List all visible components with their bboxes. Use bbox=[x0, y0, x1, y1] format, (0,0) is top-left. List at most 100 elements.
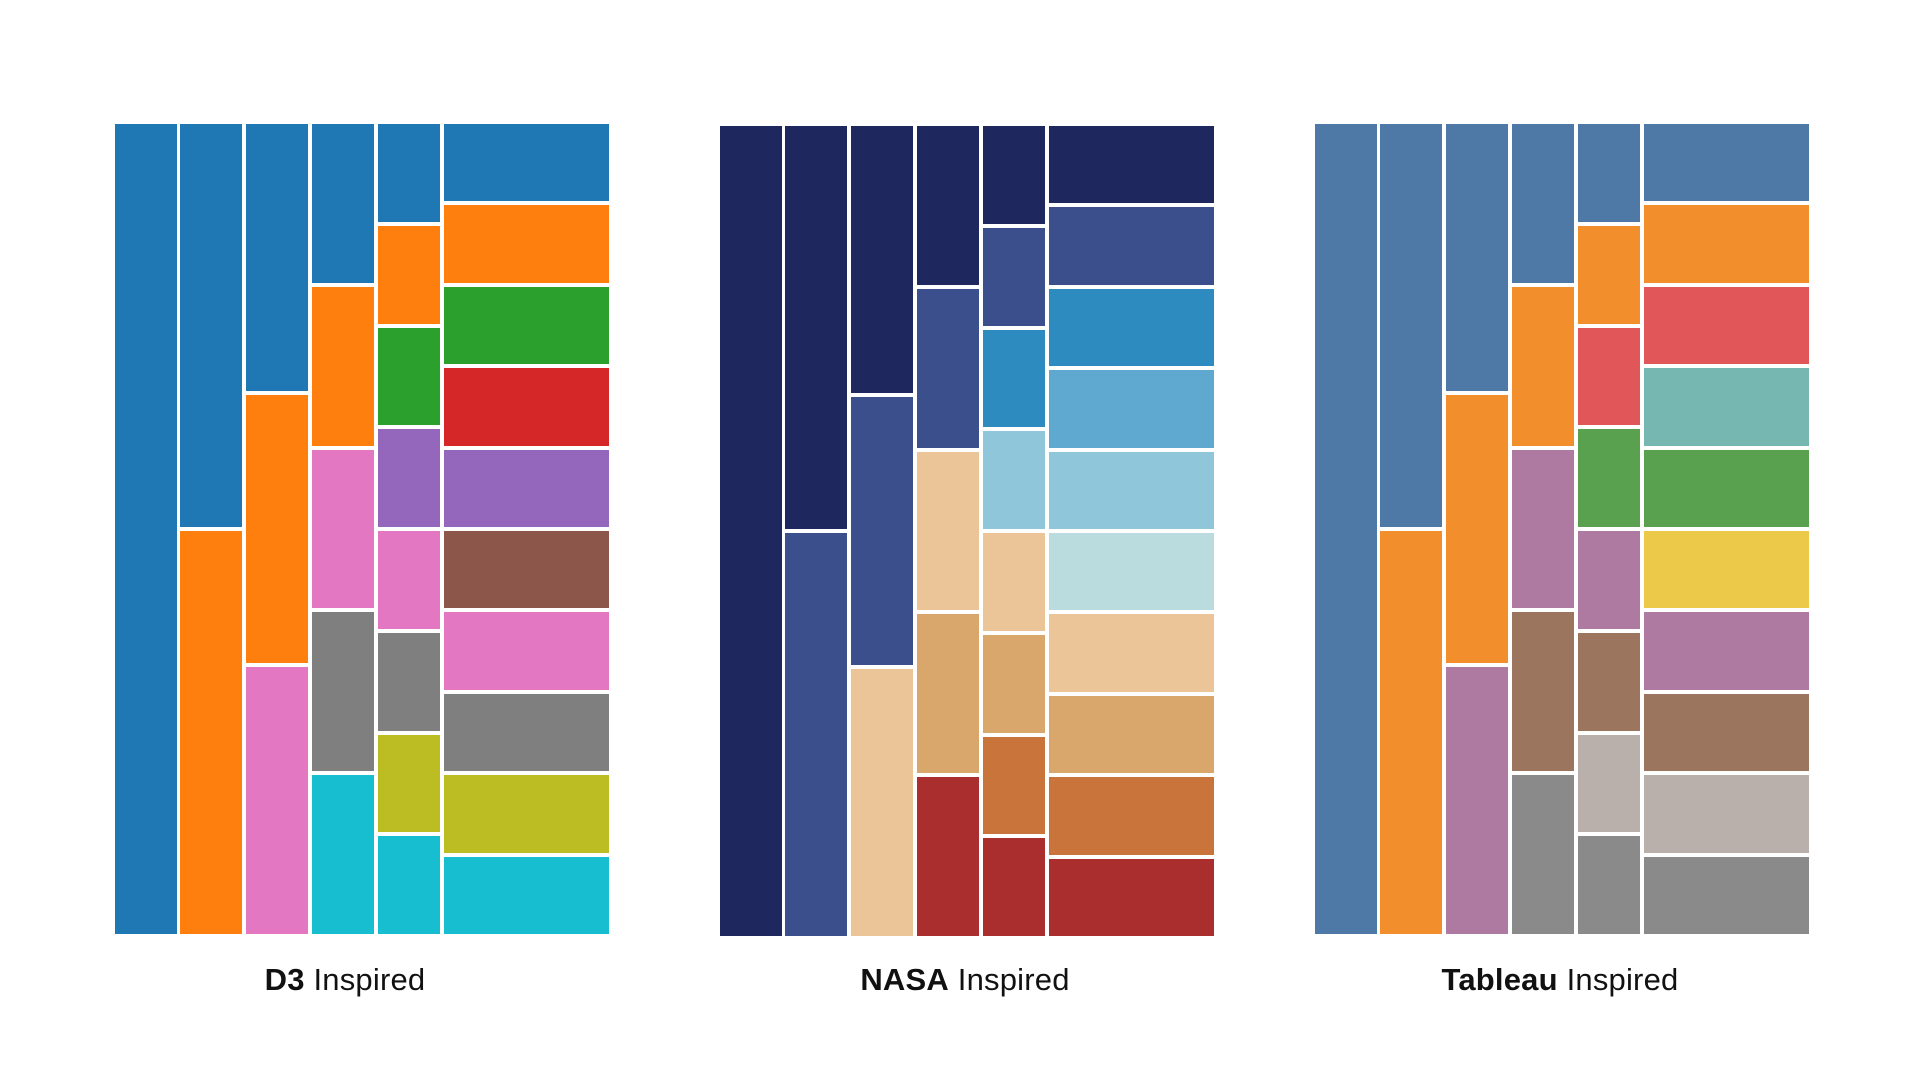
d3-swatch-col6-row3 bbox=[444, 286, 609, 365]
tableau-swatch-col6-row7 bbox=[1644, 612, 1809, 690]
nasa-swatch-col6-row7 bbox=[1049, 614, 1214, 692]
tableau-swatch-col6-row5 bbox=[1644, 449, 1809, 527]
d3-swatch-col2-row1 bbox=[180, 124, 242, 527]
d3-caption-bold: D3 bbox=[264, 962, 305, 997]
nasa-swatch-col4-row4 bbox=[917, 614, 979, 774]
d3-swatch-col6-row8 bbox=[444, 693, 609, 772]
tableau-swatch-col5-row7 bbox=[1578, 734, 1640, 833]
tableau-palette-grid bbox=[1315, 124, 1809, 934]
d3-caption-rest: Inspired bbox=[304, 962, 426, 997]
d3-swatch-col6-row6 bbox=[444, 531, 609, 609]
tableau-swatch-col6-row4 bbox=[1644, 368, 1809, 446]
nasa-swatch-col5-row8 bbox=[983, 838, 1045, 936]
d3-swatch-col3-row1 bbox=[246, 124, 308, 392]
nasa-swatch-col6-row10 bbox=[1049, 858, 1214, 936]
d3-swatch-col5-row1 bbox=[378, 124, 440, 222]
tableau-swatch-col6-row10 bbox=[1644, 856, 1809, 934]
d3-swatch-col5-row5 bbox=[378, 531, 440, 629]
d3-swatch-col3-row2 bbox=[246, 395, 308, 663]
tableau-swatch-col1-row1 bbox=[1315, 124, 1377, 934]
nasa-swatch-col5-row4 bbox=[983, 431, 1045, 529]
d3-swatch-col6-row9 bbox=[444, 775, 609, 853]
tableau-swatch-col6-row9 bbox=[1644, 775, 1809, 853]
nasa-swatch-col6-row9 bbox=[1049, 777, 1214, 855]
nasa-caption: NASA Inspired bbox=[765, 962, 1165, 998]
nasa-swatch-col6-row5 bbox=[1049, 451, 1214, 529]
d3-swatch-col3-row3 bbox=[246, 666, 308, 934]
tableau-swatch-col3-row2 bbox=[1446, 395, 1508, 663]
tableau-swatch-col6-row2 bbox=[1644, 205, 1809, 283]
nasa-swatch-col1-row1 bbox=[720, 126, 782, 936]
nasa-swatch-col6-row4 bbox=[1049, 370, 1214, 448]
nasa-swatch-col3-row1 bbox=[851, 126, 913, 394]
nasa-caption-bold: NASA bbox=[860, 962, 949, 997]
d3-swatch-col4-row3 bbox=[312, 449, 374, 609]
d3-swatch-col5-row3 bbox=[378, 327, 440, 426]
tableau-caption-rest: Inspired bbox=[1557, 962, 1679, 997]
nasa-swatch-col5-row6 bbox=[983, 634, 1045, 733]
d3-swatch-col4-row5 bbox=[312, 775, 374, 934]
d3-swatch-col4-row2 bbox=[312, 286, 374, 446]
d3-swatch-col5-row7 bbox=[378, 734, 440, 833]
nasa-swatch-col6-row1 bbox=[1049, 126, 1214, 204]
tableau-swatch-col5-row5 bbox=[1578, 531, 1640, 629]
tableau-swatch-col4-row2 bbox=[1512, 286, 1574, 446]
nasa-swatch-col6-row2 bbox=[1049, 207, 1214, 285]
tableau-swatch-col6-row3 bbox=[1644, 286, 1809, 365]
nasa-swatch-col3-row3 bbox=[851, 668, 913, 936]
nasa-swatch-col6-row8 bbox=[1049, 695, 1214, 774]
d3-swatch-col1-row1 bbox=[115, 124, 177, 934]
d3-swatch-col4-row4 bbox=[312, 612, 374, 772]
nasa-swatch-col4-row2 bbox=[917, 288, 979, 448]
tableau-swatch-col2-row2 bbox=[1380, 531, 1442, 934]
tableau-swatch-col4-row1 bbox=[1512, 124, 1574, 283]
d3-swatch-col6-row4 bbox=[444, 368, 609, 446]
d3-swatch-col4-row1 bbox=[312, 124, 374, 283]
tableau-swatch-col4-row4 bbox=[1512, 612, 1574, 772]
tableau-swatch-col4-row5 bbox=[1512, 775, 1574, 934]
d3-swatch-col6-row5 bbox=[444, 449, 609, 527]
nasa-swatch-col5-row5 bbox=[983, 533, 1045, 631]
nasa-swatch-col4-row5 bbox=[917, 777, 979, 936]
nasa-caption-rest: Inspired bbox=[948, 962, 1070, 997]
d3-swatch-col6-row10 bbox=[444, 856, 609, 934]
d3-swatch-col5-row6 bbox=[378, 632, 440, 731]
nasa-swatch-col5-row2 bbox=[983, 227, 1045, 326]
tableau-swatch-col5-row3 bbox=[1578, 327, 1640, 426]
tableau-palette-panel bbox=[1315, 124, 1815, 934]
d3-swatch-col2-row2 bbox=[180, 531, 242, 934]
nasa-swatch-col4-row1 bbox=[917, 126, 979, 285]
nasa-swatch-col5-row1 bbox=[983, 126, 1045, 224]
tableau-swatch-col2-row1 bbox=[1380, 124, 1442, 527]
d3-swatch-col6-row1 bbox=[444, 124, 609, 202]
nasa-swatch-col5-row3 bbox=[983, 329, 1045, 428]
nasa-palette-panel bbox=[720, 126, 1220, 936]
tableau-swatch-col4-row3 bbox=[1512, 449, 1574, 609]
nasa-swatch-col6-row3 bbox=[1049, 288, 1214, 367]
d3-swatch-col6-row7 bbox=[444, 612, 609, 690]
nasa-swatch-col5-row7 bbox=[983, 736, 1045, 835]
tableau-swatch-col6-row6 bbox=[1644, 531, 1809, 609]
tableau-swatch-col6-row1 bbox=[1644, 124, 1809, 202]
tableau-swatch-col5-row8 bbox=[1578, 836, 1640, 934]
tableau-swatch-col5-row6 bbox=[1578, 632, 1640, 731]
tableau-swatch-col5-row1 bbox=[1578, 124, 1640, 222]
nasa-swatch-col4-row3 bbox=[917, 451, 979, 611]
d3-swatch-col6-row2 bbox=[444, 205, 609, 283]
tableau-caption-bold: Tableau bbox=[1441, 962, 1558, 997]
d3-palette-grid bbox=[115, 124, 609, 934]
d3-caption: D3 Inspired bbox=[145, 962, 545, 998]
nasa-swatch-col2-row2 bbox=[785, 533, 847, 936]
tableau-caption: Tableau Inspired bbox=[1360, 962, 1760, 998]
nasa-swatch-col3-row2 bbox=[851, 397, 913, 665]
d3-palette-panel bbox=[115, 124, 615, 934]
tableau-swatch-col5-row2 bbox=[1578, 225, 1640, 324]
nasa-swatch-col6-row6 bbox=[1049, 533, 1214, 611]
d3-swatch-col5-row8 bbox=[378, 836, 440, 934]
tableau-swatch-col3-row3 bbox=[1446, 666, 1508, 934]
nasa-swatch-col2-row1 bbox=[785, 126, 847, 529]
tableau-swatch-col3-row1 bbox=[1446, 124, 1508, 392]
tableau-swatch-col5-row4 bbox=[1578, 429, 1640, 527]
nasa-palette-grid bbox=[720, 126, 1214, 936]
